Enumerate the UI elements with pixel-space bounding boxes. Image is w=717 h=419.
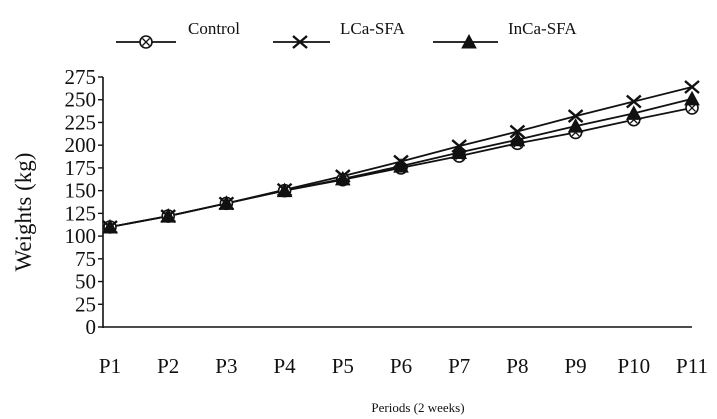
y-tick-label: 0 — [86, 315, 97, 339]
x-tick-label: P4 — [274, 354, 297, 378]
legend-item-control: Control — [116, 19, 240, 49]
y-tick-label: 50 — [75, 270, 96, 294]
x-tick-label: P9 — [565, 354, 587, 378]
data-point-inca-sfa — [625, 105, 642, 120]
x-tick-label: P11 — [676, 354, 708, 378]
legend-marker — [139, 35, 153, 49]
data-point-inca-sfa — [276, 182, 293, 198]
data-point-lca-sfa — [509, 124, 526, 139]
x-tick-label: P6 — [390, 354, 412, 378]
y-tick-label: 225 — [65, 110, 97, 134]
legend-item-lca-sfa: LCa-SFA — [273, 19, 406, 49]
data-point-inca-sfa — [218, 195, 235, 210]
y-axis-title: Weights (kg) — [11, 153, 36, 272]
legend: Control LCa-SFA InCa-SFA — [116, 19, 577, 49]
y-tick-label: 25 — [75, 292, 96, 316]
y-tick-label: 125 — [65, 201, 97, 225]
data-point-inca-sfa — [567, 118, 584, 133]
legend-marker — [461, 33, 477, 49]
x-tick-label: P10 — [617, 354, 650, 378]
legend-label: LCa-SFA — [340, 19, 406, 38]
data-point-inca-sfa — [684, 90, 700, 106]
data-point-lca-sfa — [567, 109, 584, 124]
x-tick-label: P1 — [99, 354, 121, 378]
data-point-inca-sfa — [334, 170, 351, 186]
y-tick-label: 200 — [65, 133, 97, 157]
x-axis-title: Periods (2 weeks) — [371, 400, 464, 415]
data-point-inca-sfa — [393, 158, 409, 173]
legend-marker — [292, 35, 308, 49]
legend-label: Control — [188, 19, 240, 38]
y-tick-label: 75 — [75, 247, 96, 271]
data-point-inca-sfa — [160, 208, 177, 223]
x-tick-label: P3 — [215, 354, 237, 378]
y-tick-label: 275 — [65, 65, 97, 89]
x-tick-label: P7 — [448, 354, 470, 378]
series-lines — [109, 86, 693, 228]
x-tick-label: P5 — [332, 354, 354, 378]
data-point-inca-sfa — [451, 144, 468, 159]
legend-label: InCa-SFA — [508, 19, 577, 38]
data-point-inca-sfa — [509, 131, 526, 147]
data-point-lca-sfa — [684, 80, 700, 94]
y-tick-label: 100 — [65, 224, 97, 248]
legend-item-inca-sfa: InCa-SFA — [433, 19, 577, 49]
y-tick-label: 250 — [65, 88, 97, 112]
x-tick-label: P8 — [506, 354, 528, 378]
series-line-lca-sfa — [109, 86, 693, 228]
data-point-lca-sfa — [626, 94, 642, 109]
series-markers — [102, 80, 700, 234]
x-tick-label: P2 — [157, 354, 179, 378]
y-tick-label: 175 — [65, 156, 97, 180]
y-tick-label: 150 — [65, 179, 97, 203]
data-point-inca-sfa — [102, 218, 118, 234]
